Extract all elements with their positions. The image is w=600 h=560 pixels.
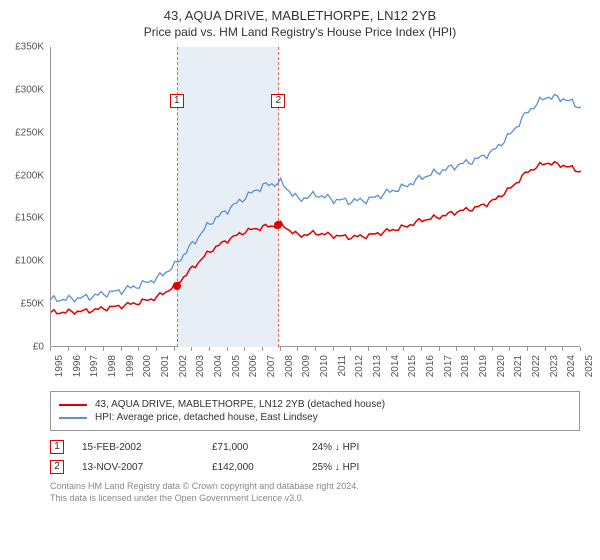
chart-container: 43, AQUA DRIVE, MABLETHORPE, LN12 2YB Pr… [0,0,600,560]
legend-swatch [59,417,87,419]
transaction-marker-box: 2 [50,460,64,474]
legend-label: 43, AQUA DRIVE, MABLETHORPE, LN12 2YB (d… [95,399,385,410]
transactions-table: 1 15-FEB-2002 £71,000 24% ↓ HPI 2 13-NOV… [50,437,580,477]
footer: Contains HM Land Registry data © Crown c… [50,481,580,504]
legend: 43, AQUA DRIVE, MABLETHORPE, LN12 2YB (d… [50,391,580,431]
transaction-diff: 24% ↓ HPI [312,442,432,453]
chart-subtitle: Price paid vs. HM Land Registry's House … [0,23,600,47]
transaction-price: £71,000 [212,442,312,453]
line-series [51,47,581,347]
chart-title: 43, AQUA DRIVE, MABLETHORPE, LN12 2YB [0,0,600,23]
chart-area: 12 £0£50K£100K£150K£200K£250K£300K£350K … [50,47,580,387]
plot-area: 12 [50,47,580,347]
legend-label: HPI: Average price, detached house, East… [95,412,318,423]
legend-swatch [59,404,87,406]
transaction-row: 2 13-NOV-2007 £142,000 25% ↓ HPI [50,457,580,477]
transaction-marker-box: 1 [50,440,64,454]
y-axis-ticks: £0£50K£100K£150K£200K£250K£300K£350K [0,47,48,347]
footer-line: This data is licensed under the Open Gov… [50,493,580,505]
legend-item: 43, AQUA DRIVE, MABLETHORPE, LN12 2YB (d… [59,398,571,411]
footer-line: Contains HM Land Registry data © Crown c… [50,481,580,493]
transaction-date: 15-FEB-2002 [82,442,212,453]
x-axis-ticks: 1995199619971998199920002001200220032004… [50,349,580,389]
transaction-price: £142,000 [212,462,312,473]
legend-item: HPI: Average price, detached house, East… [59,411,571,424]
transaction-diff: 25% ↓ HPI [312,462,432,473]
transaction-row: 1 15-FEB-2002 £71,000 24% ↓ HPI [50,437,580,457]
transaction-date: 13-NOV-2007 [82,462,212,473]
